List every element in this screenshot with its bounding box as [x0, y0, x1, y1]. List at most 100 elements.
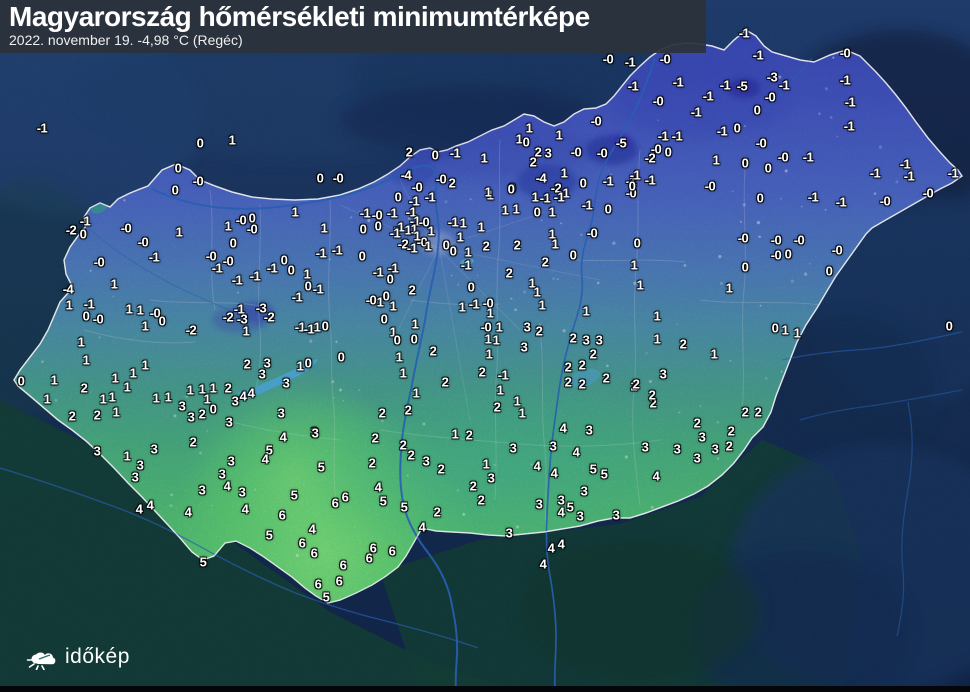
temp-label: 1 — [538, 297, 546, 313]
temp-label: 0 — [569, 247, 577, 263]
temp-label: 1 — [480, 150, 488, 166]
temp-label: 4 — [184, 504, 192, 520]
temp-label: 1 — [424, 238, 432, 254]
temp-label: -1 — [447, 214, 459, 230]
temp-label: 5 — [566, 499, 574, 515]
temp-label: 2 — [371, 430, 379, 446]
temp-label: -3 — [766, 69, 778, 85]
temp-label: 1 — [653, 308, 661, 324]
temp-label: 0 — [784, 246, 792, 262]
temp-label: 6 — [298, 535, 306, 551]
temp-label: 3 — [693, 450, 701, 466]
temp-label: 0 — [945, 318, 953, 334]
temp-label: -0 — [602, 51, 614, 67]
temp-label: 2 — [80, 380, 88, 396]
temp-label: 0 — [507, 181, 515, 197]
temp-label: 3 — [673, 441, 681, 457]
temp-label: 1 — [528, 275, 536, 291]
temp-label: -0 — [659, 51, 671, 67]
temp-label: 2 — [513, 237, 521, 253]
temp-label: 1 — [136, 302, 144, 318]
temp-label: 3 — [505, 525, 513, 541]
temp-label: 5 — [265, 442, 273, 458]
temp-label: 6 — [314, 576, 322, 592]
temp-label: 2 — [529, 154, 537, 170]
temp-label: -1 — [869, 165, 881, 181]
temp-label: 0 — [604, 201, 612, 217]
temp-label: 3 — [557, 492, 565, 508]
temp-label: 1 — [653, 331, 661, 347]
temp-label: -2 — [65, 222, 77, 238]
temp-label: 3 — [136, 457, 144, 473]
temp-label: 1 — [413, 228, 421, 244]
temp-label: 1 — [164, 389, 172, 405]
temp-label: 3 — [595, 332, 603, 348]
temp-label: 1 — [404, 222, 412, 238]
temp-label: 3 — [310, 424, 318, 440]
temp-label: 1 — [486, 187, 494, 203]
temp-label: 4 — [547, 540, 555, 556]
temp-label: 3 — [422, 453, 430, 469]
temp-label: 1 — [533, 284, 541, 300]
temp-label: -1 — [372, 264, 384, 280]
temp-label: 1 — [513, 393, 521, 409]
temp-label: 6 — [365, 550, 373, 566]
temp-label: 4 — [241, 501, 249, 517]
temp-label: -1 — [424, 189, 436, 205]
temp-label: 0 — [771, 320, 779, 336]
temp-label: 3 — [258, 366, 266, 382]
temp-label: 0 — [825, 263, 833, 279]
temp-label: 2 — [478, 364, 486, 380]
temp-label: -0 — [625, 185, 637, 201]
temp-label: 1 — [112, 404, 120, 420]
temp-label: 6 — [341, 489, 349, 505]
temp-label: 3 — [641, 439, 649, 455]
temp-label: 1 — [525, 120, 533, 136]
temp-label: 4 — [135, 501, 143, 517]
temp-label: -1 — [211, 260, 223, 276]
temp-label: 2 — [693, 415, 701, 431]
temp-label: 2 — [602, 370, 610, 386]
temp-label: 6 — [335, 573, 343, 589]
temp-label: 2 — [368, 455, 376, 471]
temp-label: -5 — [615, 135, 627, 151]
temp-label: 1 — [141, 357, 149, 373]
temp-label: 0 — [442, 237, 450, 253]
temp-label: -1 — [148, 249, 160, 265]
temp-label: -1 — [627, 78, 639, 94]
temp-label: 6 — [331, 495, 339, 511]
temp-label: -1 — [602, 173, 614, 189]
temp-label: 2 — [437, 461, 445, 477]
temp-label: 0 — [386, 271, 394, 287]
temp-label: 3 — [576, 508, 584, 524]
map-title-bar: Magyarország hőmérsékleti minimumtérképe… — [0, 0, 706, 53]
temp-label: 2 — [404, 402, 412, 418]
temp-label: 0 — [508, 180, 516, 196]
temp-label: 1 — [320, 220, 328, 236]
temp-label: 0 — [380, 311, 388, 327]
temp-label: 1 — [203, 391, 211, 407]
temp-label: 0 — [304, 355, 312, 371]
temp-label: -1 — [406, 240, 418, 256]
temp-label: 0 — [171, 182, 179, 198]
temp-label: -2 — [550, 180, 562, 196]
temp-label: -0 — [480, 319, 492, 335]
temp-label: 3 — [218, 466, 226, 482]
temp-label: -0 — [737, 230, 749, 246]
temp-label: 2 — [569, 330, 577, 346]
temp-label: 2 — [649, 395, 657, 411]
temp-label: 0 — [741, 259, 749, 275]
temp-label: 5 — [199, 554, 207, 570]
temp-label: 3 — [612, 507, 620, 523]
temp-label: 1 — [376, 294, 384, 310]
temp-label: 2 — [243, 356, 251, 372]
temp-label: -4 — [400, 167, 412, 183]
temp-label: -0 — [205, 248, 217, 264]
temp-label: -1 — [468, 296, 480, 312]
temp-label: -0 — [149, 305, 161, 321]
temp-label: -1 — [657, 128, 669, 144]
temp-label: 3 — [227, 453, 235, 469]
temp-label: 1 — [412, 385, 420, 401]
temp-label: 3 — [582, 332, 590, 348]
temp-label: 2 — [93, 407, 101, 423]
